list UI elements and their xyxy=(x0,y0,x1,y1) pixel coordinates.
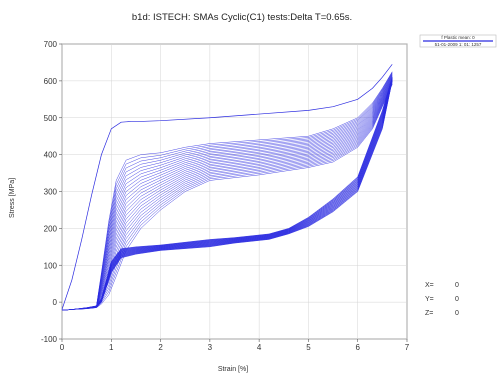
y-axis-label: Stress [MPa] xyxy=(9,178,16,218)
x-tick-label: 3 xyxy=(208,343,213,352)
grid xyxy=(61,43,408,340)
y-tick-label: 600 xyxy=(44,77,58,86)
series-line-cycle-loading xyxy=(96,73,393,307)
readout-x-value: 0 xyxy=(455,282,459,289)
series-lines xyxy=(61,64,393,311)
series-line-cycle-loading xyxy=(96,81,393,308)
x-tick-label: 2 xyxy=(158,343,163,352)
y-tick-label: 700 xyxy=(44,40,58,49)
series-line-cycle-loading xyxy=(96,79,393,308)
series-line-cycle-loading xyxy=(96,83,393,308)
series-line-cycle-loading xyxy=(96,76,393,307)
y-tick-label: -100 xyxy=(41,335,58,344)
series-line-cycle-loading xyxy=(96,72,393,306)
series-line-cycle-loading xyxy=(96,80,393,308)
series-line-cycle-loading xyxy=(96,76,393,307)
coordinate-readout: X= 0 Y= 0 Z= 0 xyxy=(425,282,459,317)
series-line-cycle-loading xyxy=(96,74,393,307)
x-tick-label: 7 xyxy=(405,343,410,352)
legend: f Plastic mean: 0 51-01-2009 1: 01: 1257 xyxy=(419,34,497,48)
legend-entry: f Plastic mean: 0 xyxy=(441,35,475,40)
y-tick-label: 100 xyxy=(44,261,58,270)
readout-y-value: 0 xyxy=(455,296,459,303)
y-tick-label: 500 xyxy=(44,114,58,123)
y-tick-label: 200 xyxy=(44,224,58,233)
x-axis-label: Strain [%] xyxy=(218,366,248,373)
readout-z-label: Z= xyxy=(425,310,433,317)
readout-x-label: X= xyxy=(425,282,434,289)
y-tick-label: 300 xyxy=(44,188,58,197)
series-line-cycle-loading xyxy=(96,71,393,306)
x-tick-label: 1 xyxy=(109,343,114,352)
series-line-cycle-loading xyxy=(96,83,393,308)
series-line-cycle-loading xyxy=(96,77,393,307)
x-tick-label: 4 xyxy=(257,343,262,352)
series-line-cycle-loading xyxy=(96,78,393,307)
x-axis-ticks: 0 1 2 3 4 5 6 7 xyxy=(60,339,410,352)
series-line-cycle-loading xyxy=(96,78,393,307)
series-line-cycle-loading xyxy=(96,79,393,308)
series-line-cycle-loading xyxy=(96,82,393,308)
readout-y-label: Y= xyxy=(425,296,434,303)
x-tick-label: 6 xyxy=(355,343,360,352)
series-line-cycle-loading xyxy=(96,81,393,308)
series-line-cycle-loading xyxy=(96,74,393,307)
series-line-cycle-loading xyxy=(96,77,393,307)
x-tick-label: 0 xyxy=(60,343,65,352)
series-line-cycle-loading xyxy=(96,75,393,307)
legend-entry: 51-01-2009 1: 01: 1257 xyxy=(435,42,482,47)
x-tick-label: 5 xyxy=(306,343,311,352)
series-line-cycle-loading xyxy=(96,73,393,307)
series-line-cycle-loading xyxy=(96,72,393,307)
series-line-cycle-unloading xyxy=(61,80,393,311)
y-tick-label: 400 xyxy=(44,151,58,160)
series-line-first-loading xyxy=(61,64,393,310)
readout-z-value: 0 xyxy=(455,310,459,317)
series-line-cycle-loading xyxy=(96,84,393,308)
y-tick-label: 0 xyxy=(53,298,58,307)
y-axis-ticks: -100 0 100 200 300 400 500 600 700 xyxy=(41,40,62,344)
chart-title: b1d: ISTECH: SMAs Cyclic(C1) tests:Delta… xyxy=(132,12,352,23)
